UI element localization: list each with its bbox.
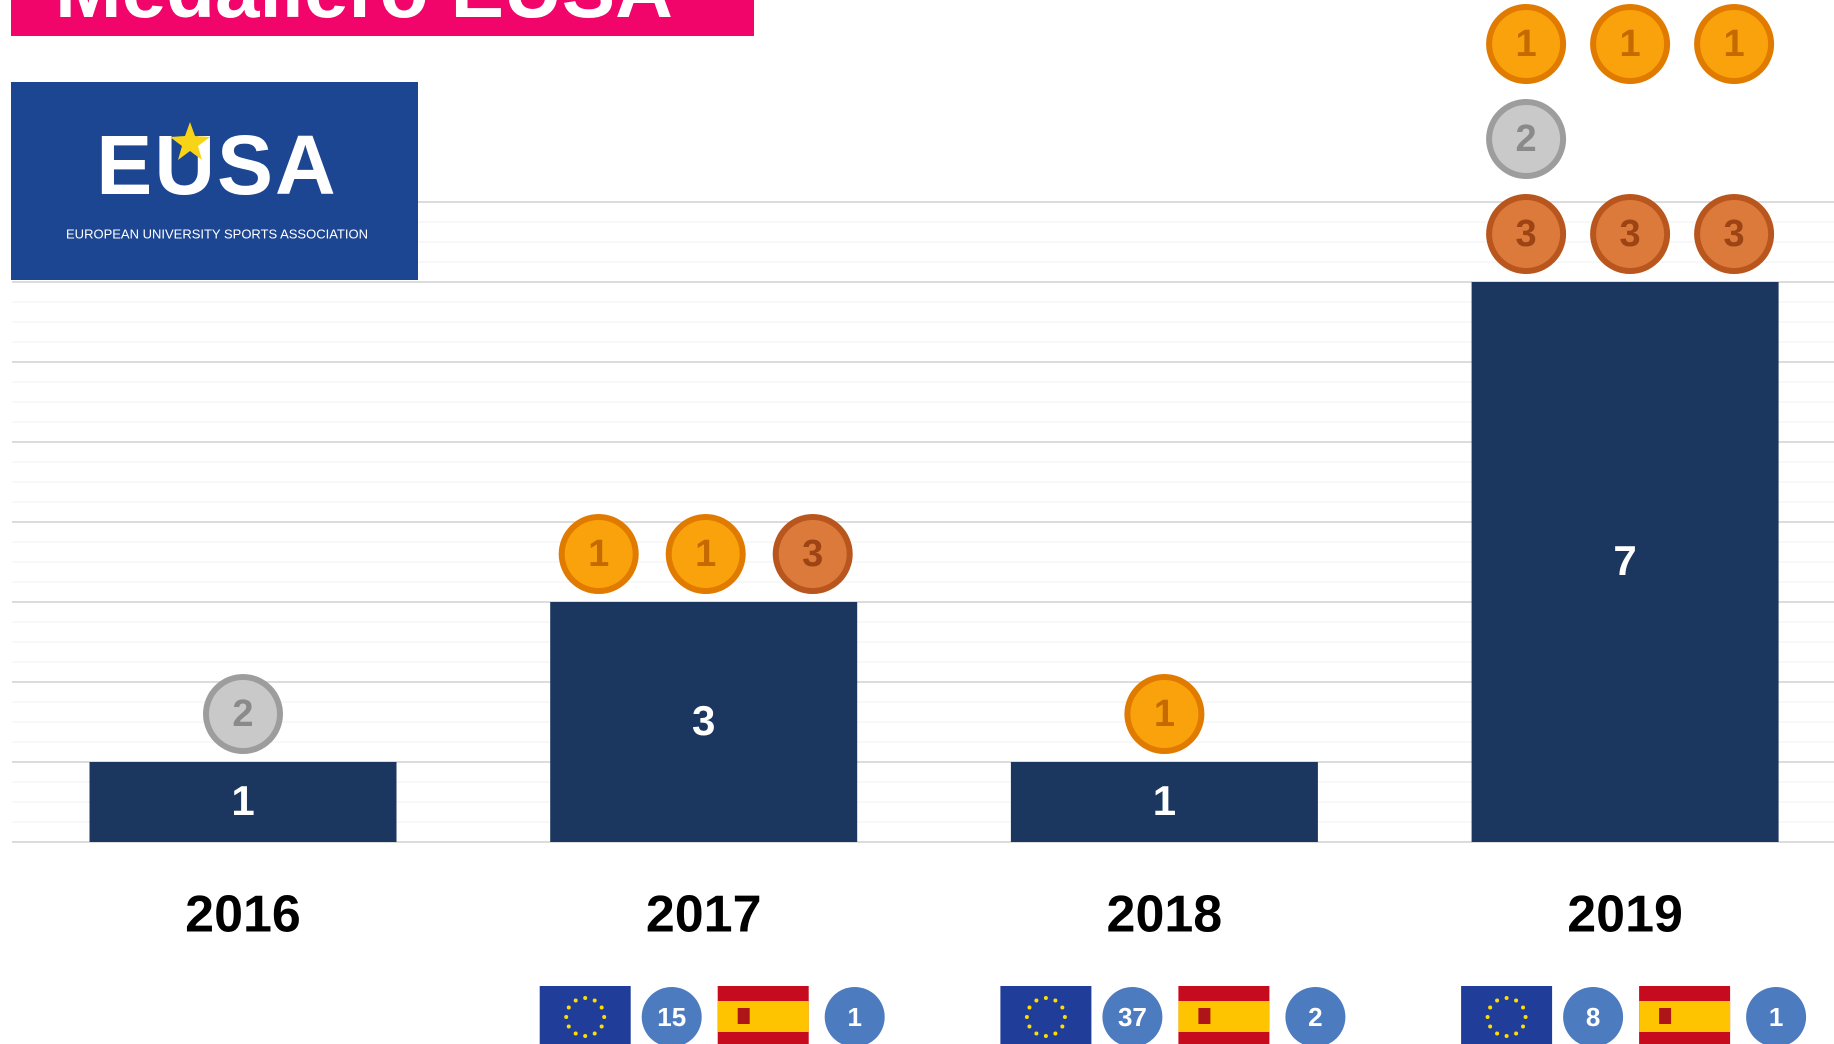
- bar: [550, 602, 858, 842]
- flag-star: [1523, 1015, 1528, 1019]
- flag-star: [599, 1005, 604, 1010]
- medal-number: 3: [1724, 213, 1745, 255]
- count-badge: [1285, 987, 1346, 1044]
- logo-box: [11, 82, 418, 280]
- flag-star: [1504, 1034, 1509, 1038]
- title-banner: [11, 0, 754, 36]
- bar: [89, 762, 397, 842]
- flag-star: [1485, 1015, 1490, 1019]
- count-number: 8: [1586, 1002, 1600, 1032]
- medal-number: 1: [1724, 23, 1745, 65]
- x-tick-label: 2016: [185, 886, 301, 944]
- flag-star: [1043, 996, 1048, 1000]
- medal-face: [1700, 200, 1769, 268]
- count-number: 37: [1118, 1002, 1147, 1032]
- flag-star: [1043, 1034, 1048, 1038]
- es-flag-band: [717, 1001, 809, 1032]
- flag-star: [566, 1024, 571, 1029]
- medal-face: [1596, 10, 1665, 78]
- chart-title: Medallero EUSA: [55, 0, 673, 34]
- flag-star: [573, 998, 578, 1003]
- logo-name: EUSA: [96, 118, 337, 212]
- bar-value-label: 7: [1613, 537, 1636, 584]
- flag-star: [1027, 1024, 1032, 1029]
- flag-star: [583, 996, 588, 1000]
- x-tick-label: 2019: [1567, 886, 1683, 944]
- bar-value-label: 1: [1153, 777, 1176, 824]
- medal-face: [1492, 200, 1561, 268]
- bar: [1471, 282, 1779, 842]
- logo-star: [170, 122, 210, 160]
- medal-face: [209, 680, 277, 748]
- flag-star: [1053, 1031, 1058, 1036]
- flag-star: [566, 1005, 571, 1010]
- flag-star: [1024, 1015, 1029, 1019]
- es-flag-band: [1178, 1001, 1270, 1032]
- count-number: 1: [1769, 1002, 1783, 1032]
- flag-star: [1514, 1031, 1519, 1036]
- flag-star: [1495, 1031, 1500, 1036]
- count-badge: [641, 987, 702, 1044]
- flag-star: [599, 1024, 604, 1029]
- flag-star: [1034, 998, 1039, 1003]
- medal-number: 1: [695, 533, 716, 575]
- flag-star: [1060, 1024, 1065, 1029]
- es-flag-crest: [1659, 1008, 1672, 1024]
- bar-value-label: 1: [231, 777, 254, 824]
- medal-number: 2: [1516, 118, 1537, 160]
- count-badge: [824, 987, 885, 1044]
- flag-star: [1034, 1031, 1039, 1036]
- count-badge: [1102, 987, 1163, 1044]
- flag-star: [1521, 1005, 1526, 1010]
- count-badge: [1746, 987, 1807, 1044]
- flag-star: [1027, 1005, 1032, 1010]
- flag-star: [1495, 998, 1500, 1003]
- x-tick-label: 2017: [646, 886, 762, 944]
- count-badge: [1563, 987, 1624, 1044]
- medal-number: 1: [1516, 23, 1537, 65]
- flag-star: [573, 1031, 578, 1036]
- medal-number: 1: [1620, 23, 1641, 65]
- medal-face: [778, 520, 847, 588]
- flag-star: [1062, 1015, 1067, 1019]
- bar-value-label: 3: [692, 697, 715, 744]
- logo-subtitle: EUROPEAN UNIVERSITY SPORTS ASSOCIATION: [66, 226, 368, 241]
- es-flag-band: [1639, 1001, 1731, 1032]
- flag-star: [1060, 1005, 1065, 1010]
- medal-face: [1130, 680, 1199, 748]
- flag-star: [1053, 998, 1058, 1003]
- flag-star: [602, 1015, 607, 1019]
- medal-number: 1: [1154, 693, 1175, 735]
- es-flag-crest: [1198, 1008, 1211, 1024]
- flag-star: [592, 1031, 597, 1036]
- medal-number: 2: [232, 693, 253, 735]
- medal-face: [1492, 10, 1561, 78]
- medal-number: 3: [802, 533, 823, 575]
- medal-number: 1: [588, 533, 609, 575]
- medal-number: 3: [1516, 213, 1537, 255]
- x-tick-label: 2018: [1107, 886, 1223, 944]
- flag-star: [1488, 1024, 1493, 1029]
- flag-star: [1504, 996, 1509, 1000]
- count-number: 2: [1308, 1002, 1322, 1032]
- bar: [1010, 762, 1318, 842]
- medal-face: [671, 520, 740, 588]
- flag-star: [564, 1015, 569, 1019]
- medal-face: [564, 520, 633, 588]
- flag-star: [1521, 1024, 1526, 1029]
- medal-number: 3: [1620, 213, 1641, 255]
- flag-star: [583, 1034, 588, 1038]
- flag-star: [1514, 998, 1519, 1003]
- medal-face: [1596, 200, 1665, 268]
- medal-face: [1492, 105, 1561, 173]
- count-number: 1: [847, 1002, 861, 1032]
- flag-star: [592, 998, 597, 1003]
- count-number: 15: [657, 1002, 686, 1032]
- flag-star: [1488, 1005, 1493, 1010]
- es-flag-crest: [737, 1008, 750, 1024]
- medal-face: [1700, 10, 1769, 78]
